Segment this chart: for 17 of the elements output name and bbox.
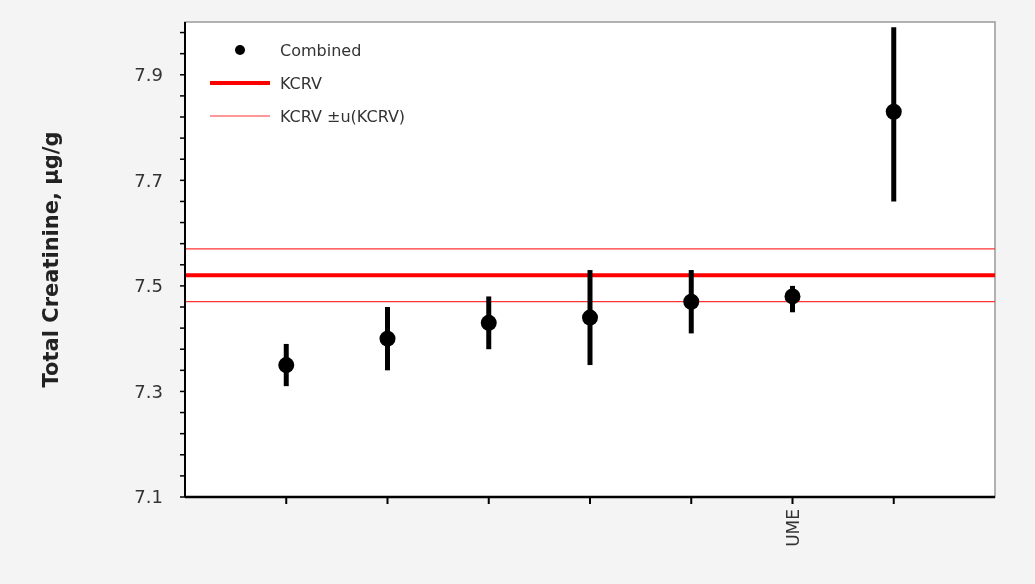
y-tick-label: 7.5 — [134, 275, 163, 297]
point — [683, 293, 700, 310]
point — [784, 288, 801, 305]
y-tick-label: 7.7 — [134, 169, 163, 191]
point — [379, 330, 396, 347]
legend-label: KCRV — [280, 73, 323, 93]
y-tick-label: 7.3 — [134, 380, 163, 402]
y-axis-title: Total Creatinine, µg/g — [39, 131, 63, 388]
x-tick-label: UME — [782, 509, 803, 547]
y-tick-label: 7.9 — [134, 64, 163, 86]
point — [885, 103, 902, 120]
point — [278, 357, 295, 374]
point — [582, 309, 598, 326]
y-tick-label: 7.1 — [134, 486, 163, 508]
legend-label: KCRV ±u(KCRV) — [280, 106, 406, 126]
point — [480, 314, 497, 331]
legend-label: Combined — [280, 40, 362, 60]
